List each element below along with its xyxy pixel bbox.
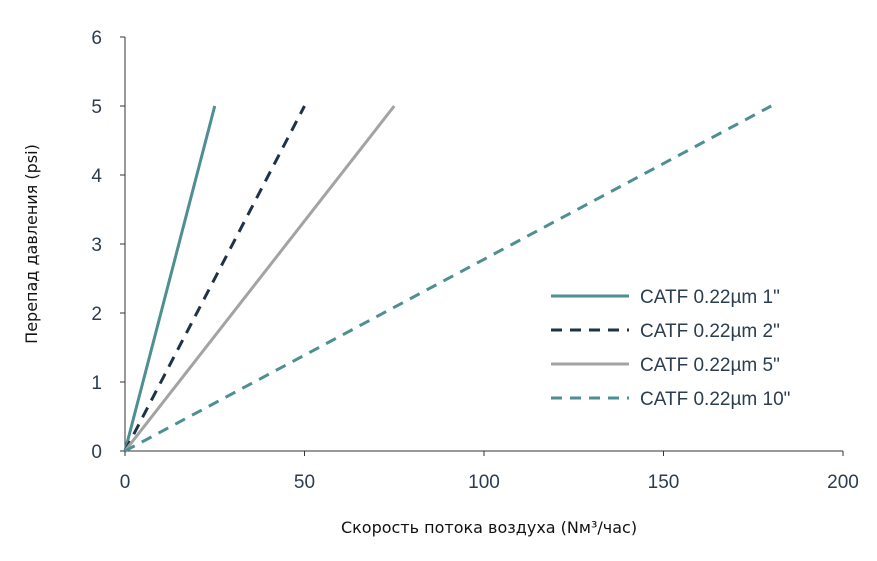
x-tick-label: 50 — [294, 472, 315, 493]
x-tick-label: 150 — [648, 472, 680, 493]
x-tick-label: 100 — [468, 472, 500, 493]
y-tick-label: 2 — [91, 304, 102, 325]
legend-label-3: CATF 0.22µm 5" — [640, 355, 780, 376]
legend-label-2: CATF 0.22µm 2" — [640, 321, 780, 342]
y-tick-label: 0 — [91, 442, 102, 463]
series-line-1 — [123, 105, 217, 452]
x-tick-label: 0 — [120, 472, 131, 493]
x-axis-title: Скорость потока воздуха (Nм³/час) — [341, 518, 637, 537]
y-tick-label: 4 — [91, 166, 102, 187]
y-tick-label: 6 — [91, 28, 102, 49]
series-line-4 — [124, 104, 772, 453]
x-tick-label: 200 — [827, 472, 859, 493]
y-tick-label: 5 — [91, 97, 102, 118]
series-line-2 — [123, 105, 306, 452]
legend: CATF 0.22µm 1" CATF 0.22µm 2" CATF 0.22µm … — [551, 287, 790, 410]
y-tick-label: 1 — [91, 373, 102, 394]
y-tick-label: 3 — [91, 235, 102, 256]
x-tick-labels: 0 50 100 150 200 — [120, 451, 859, 493]
y-tick-labels: 0 1 2 3 4 5 6 — [91, 28, 125, 463]
y-axis-title: Перепад давления (psi) — [22, 144, 41, 344]
series-lines — [123, 104, 772, 453]
legend-label-1: CATF 0.22µm 1" — [640, 287, 780, 308]
legend-label-4: CATF 0.22µm 10" — [640, 389, 790, 410]
series-line-3 — [123, 105, 396, 452]
